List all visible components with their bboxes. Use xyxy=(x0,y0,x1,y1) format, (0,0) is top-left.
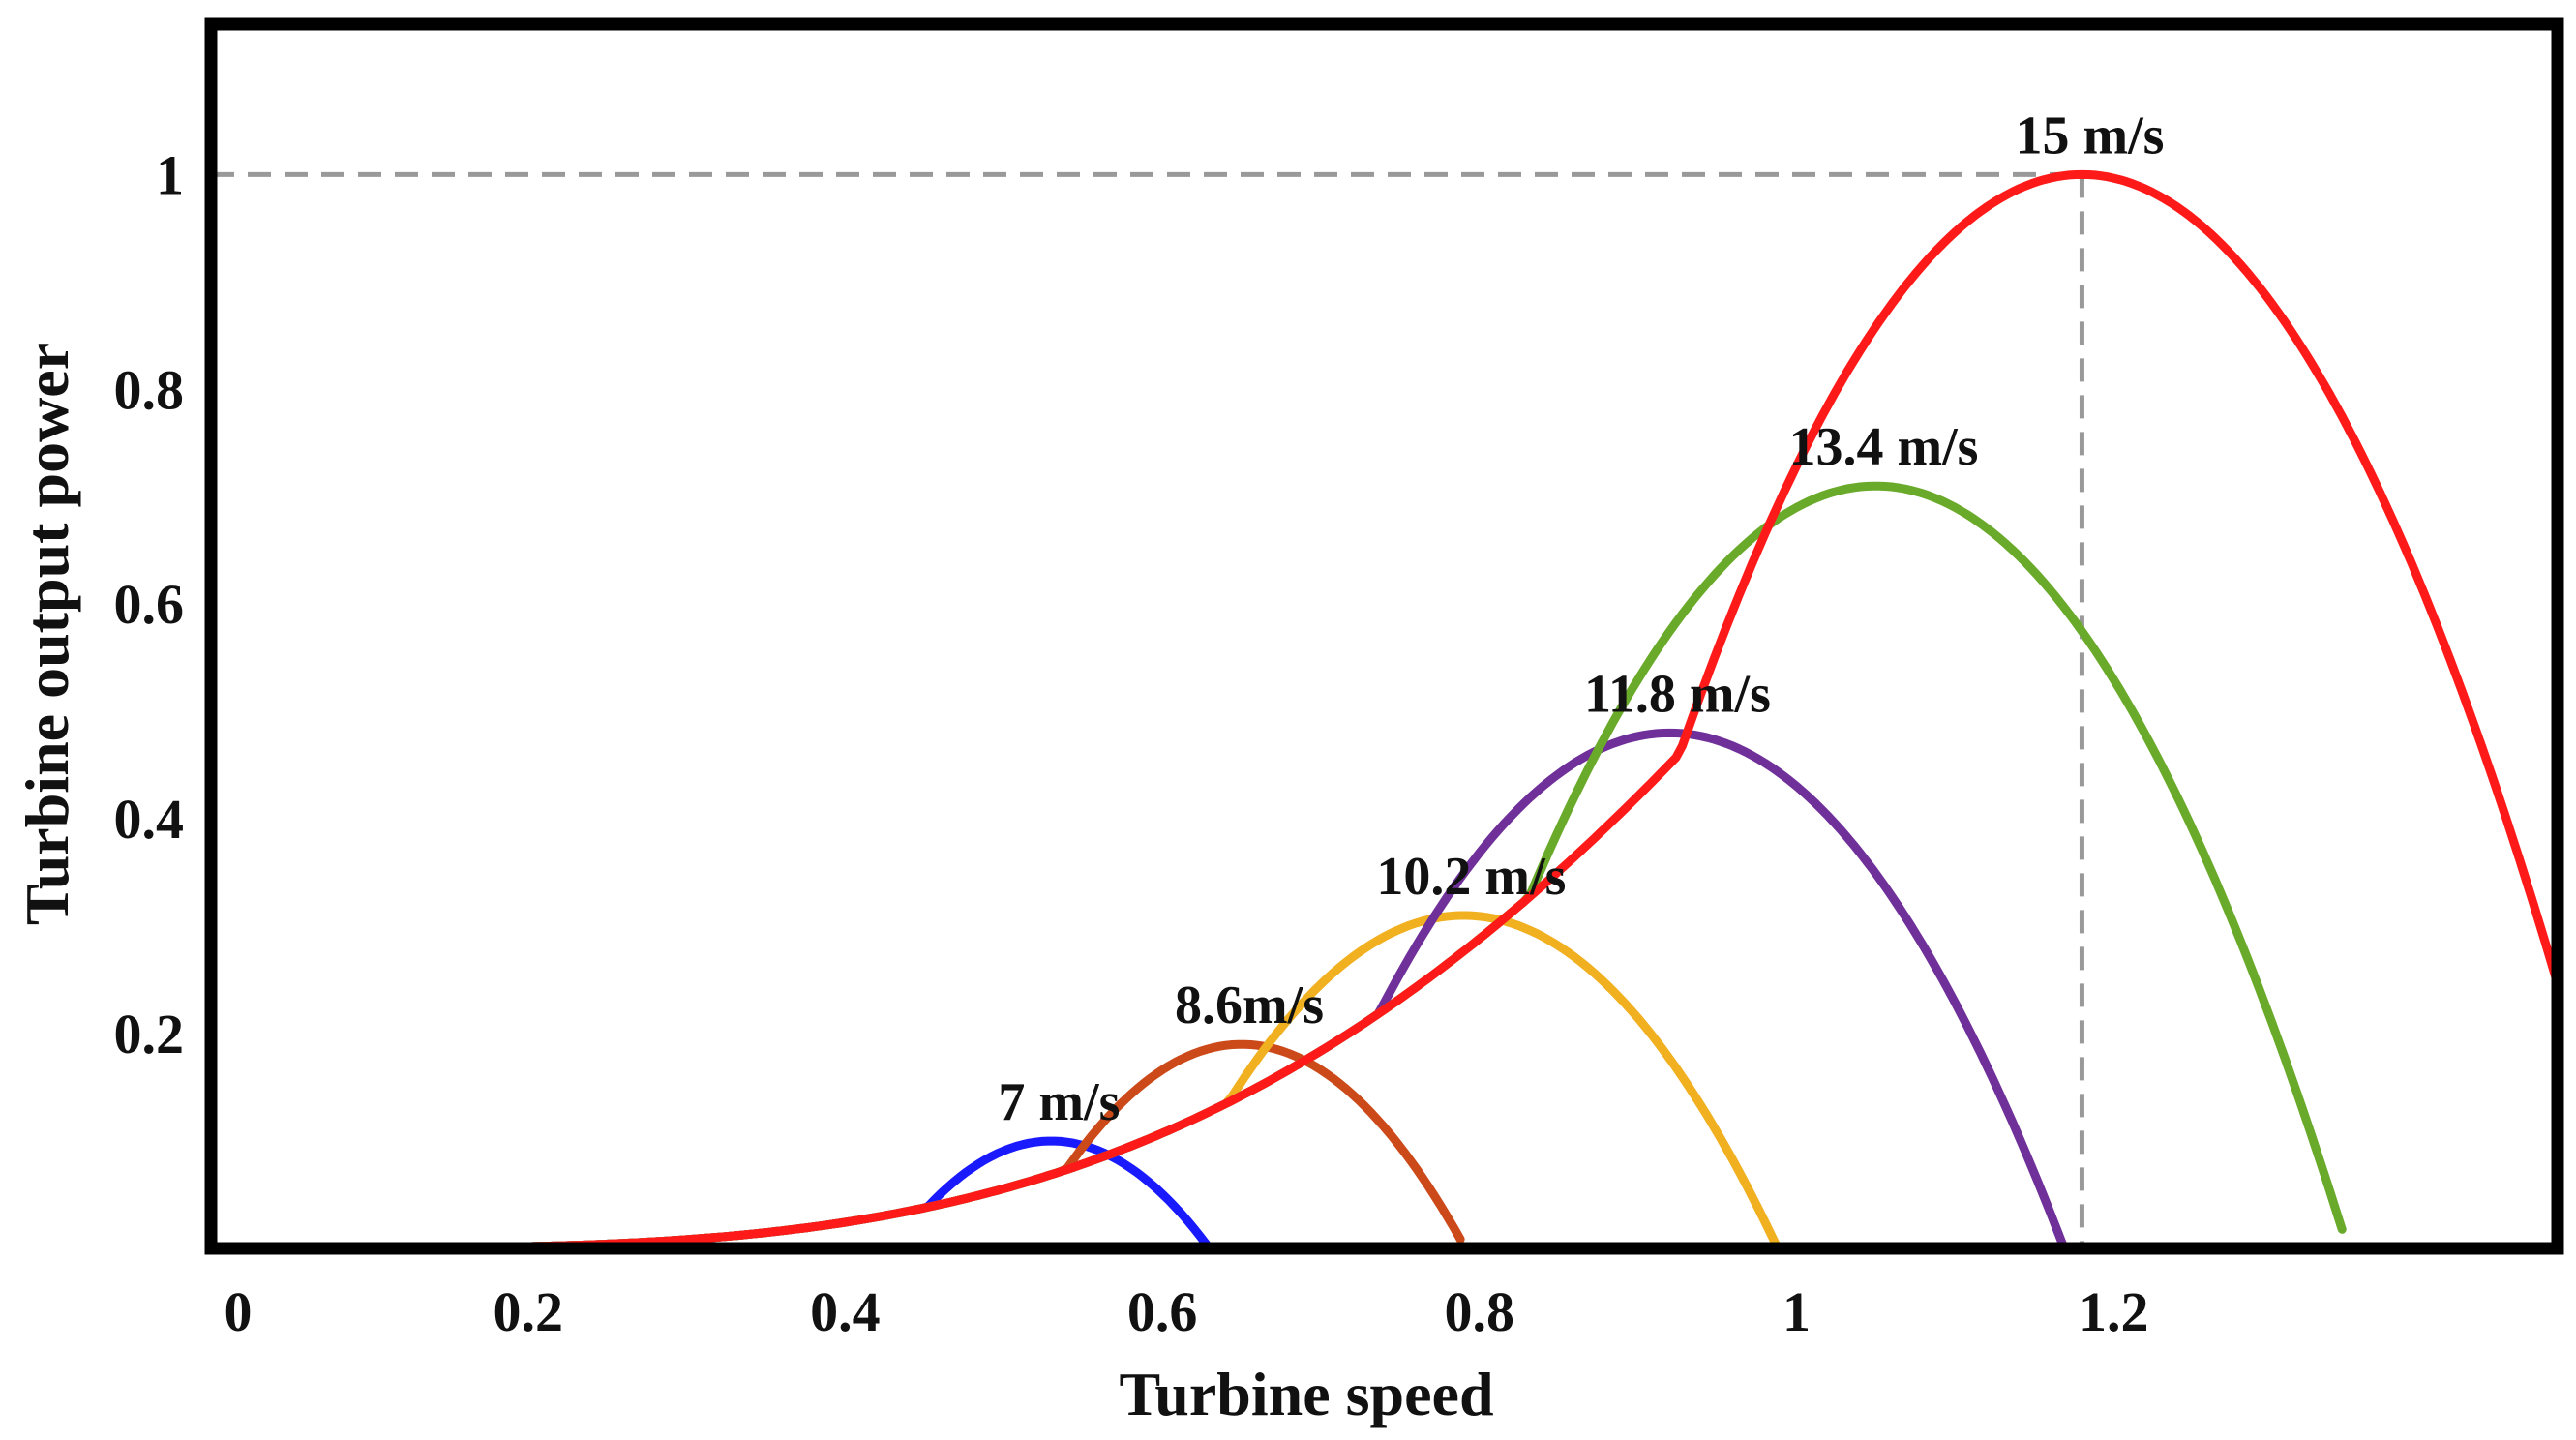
x-tick-label: 0 xyxy=(225,1280,253,1343)
x-tick-label: 0.6 xyxy=(1127,1280,1198,1343)
series-label-15-m-s: 15 m/s xyxy=(2015,105,2164,165)
series-label-8-6m-s: 8.6m/s xyxy=(1175,975,1324,1035)
y-tick-label: 0.8 xyxy=(114,358,185,421)
x-tick-label: 0.8 xyxy=(1445,1280,1515,1343)
y-tick-label: 1 xyxy=(156,143,184,206)
x-tick-label: 1 xyxy=(1782,1280,1811,1343)
y-axis-title: Turbine output power xyxy=(13,343,81,925)
series-labels: 15 m/s 13.4 m/s 11.8 m/s 10.2 m/s 8.6m/s 7 m/… xyxy=(998,105,2164,1132)
series-line-10-2-m-s xyxy=(206,911,1782,1253)
y-tick-labels: 0.2 0.4 0.6 0.8 1 xyxy=(114,143,185,1065)
x-axis-title: Turbine speed xyxy=(1119,1360,1493,1428)
plot-frame xyxy=(204,17,2564,1255)
series-label-7-m-s: 7 m/s xyxy=(998,1072,1120,1132)
x-tick-label: 1.2 xyxy=(2079,1280,2149,1343)
y-tick-label: 0.4 xyxy=(114,788,185,851)
y-tick-label: 0.6 xyxy=(114,573,185,636)
x-tick-labels: 0 0.2 0.4 0.6 0.8 1 1.2 xyxy=(225,1280,2149,1343)
series-label-13-4-m-s: 13.4 m/s xyxy=(1788,417,1978,477)
series-label-10-2-m-s: 10.2 m/s xyxy=(1376,847,1566,907)
y-tick-label: 0.2 xyxy=(114,1003,185,1065)
series-curves xyxy=(206,169,2562,1253)
reference-lines xyxy=(211,171,2084,1248)
series-line-15-m-s xyxy=(206,169,2562,1253)
x-tick-label: 0.2 xyxy=(493,1280,563,1343)
series-line-7-m-s xyxy=(206,1136,1212,1253)
x-tick-label: 0.4 xyxy=(810,1280,881,1343)
series-label-11-8-m-s: 11.8 m/s xyxy=(1584,664,1771,724)
